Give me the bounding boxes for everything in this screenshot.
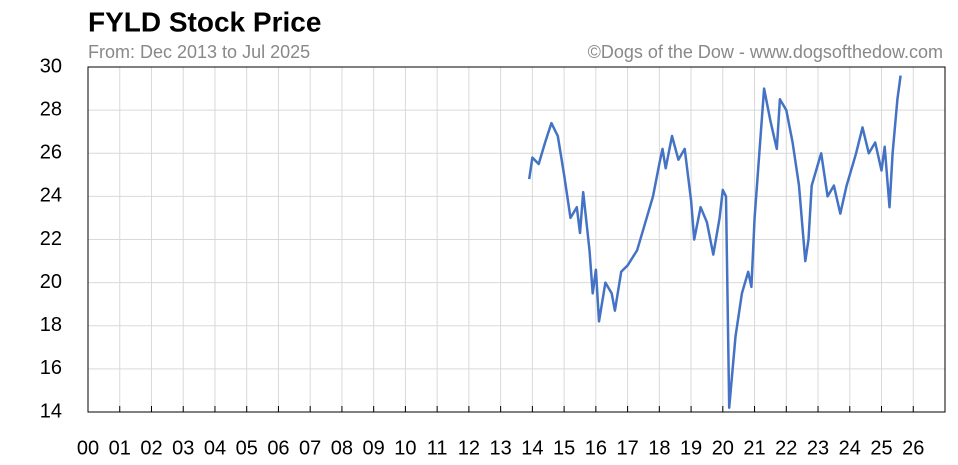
x-tick-label: 14 (521, 437, 543, 459)
x-tick-label: 18 (648, 437, 670, 459)
x-tick-label: 10 (394, 437, 416, 459)
y-tick-label: 28 (40, 98, 62, 120)
x-tick-label: 23 (807, 437, 829, 459)
chart-subtitle: From: Dec 2013 to Jul 2025 (88, 42, 310, 62)
y-tick-label: 16 (40, 357, 62, 379)
x-tick-label: 25 (870, 437, 892, 459)
x-tick-label: 04 (204, 437, 226, 459)
y-tick-label: 24 (40, 185, 62, 207)
x-tick-label: 08 (331, 437, 353, 459)
x-tick-label: 17 (616, 437, 638, 459)
x-tick-label: 11 (427, 437, 448, 459)
price-line (527, 75, 902, 409)
x-tick-label: 20 (712, 437, 734, 459)
x-tick-label: 05 (236, 437, 258, 459)
x-tick-label: 07 (299, 437, 321, 459)
x-tick-label: 15 (553, 437, 575, 459)
x-tick-label: 12 (458, 437, 480, 459)
x-tick-label: 16 (585, 437, 607, 459)
y-tick-label: 30 (40, 55, 62, 77)
y-tick-label: 18 (40, 314, 62, 336)
y-tick-label: 14 (40, 400, 62, 422)
x-tick-label: 19 (680, 437, 702, 459)
y-tick-label: 22 (40, 228, 62, 250)
x-tick-label: 22 (775, 437, 797, 459)
x-tick-label: 13 (490, 437, 512, 459)
x-tick-label: 21 (743, 437, 765, 459)
x-tick-label: 03 (172, 437, 194, 459)
x-tick-label: 24 (839, 437, 861, 459)
source-credit: ©Dogs of the Dow - www.dogsofthedow.com (588, 42, 943, 62)
x-tick-label: 02 (140, 437, 162, 459)
x-tick-label: 01 (109, 437, 131, 459)
y-tick-label: 20 (40, 271, 62, 293)
plot-frame (87, 66, 946, 413)
x-tick-label: 06 (267, 437, 289, 459)
x-tick-label: 09 (363, 437, 385, 459)
chart-title: FYLD Stock Price (88, 6, 321, 37)
x-tick-label: 00 (77, 437, 99, 459)
y-tick-label: 26 (40, 142, 62, 164)
x-tick-label: 26 (902, 437, 924, 459)
